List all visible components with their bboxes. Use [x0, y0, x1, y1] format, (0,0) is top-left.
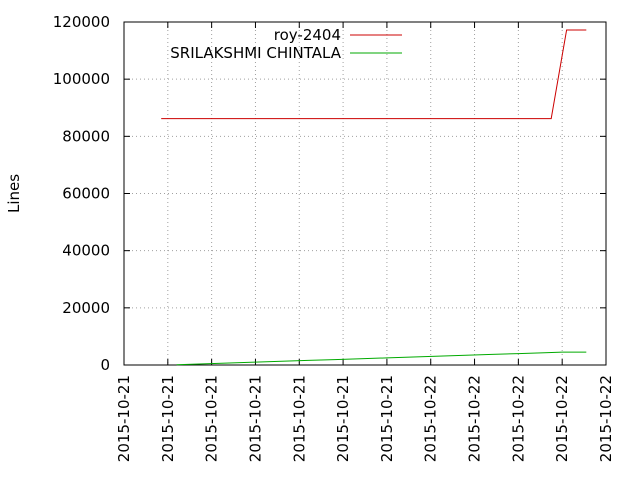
legend-label: SRILAKSHMI CHINTALA: [170, 44, 341, 62]
x-tick-label: 2015-10-21: [290, 375, 308, 462]
y-tick-label: 80000: [62, 127, 110, 145]
y-axis: 0 20000 40000 60000 80000 100000 120000: [53, 13, 606, 374]
y-tick-label: 0: [100, 356, 110, 374]
y-tick-label: 40000: [62, 242, 110, 260]
x-tick-label: 2015-10-21: [334, 375, 352, 462]
y-axis-label: Lines: [5, 174, 23, 213]
y-tick-label: 20000: [62, 299, 110, 317]
x-tick-label: 2015-10-22: [509, 375, 527, 462]
x-tick-label: 2015-10-21: [246, 375, 264, 462]
x-tick-label: 2015-10-21: [203, 375, 221, 462]
x-tick-label: 2015-10-22: [597, 375, 615, 462]
y-tick-label: 100000: [53, 70, 110, 88]
grid-lines: [124, 22, 606, 365]
series-line-1: [161, 29, 587, 120]
x-tick-label: 2015-10-22: [466, 375, 484, 462]
x-axis: 2015-10-21 2015-10-21 2015-10-21 2015-10-21…: [115, 22, 615, 462]
x-tick-label: 2015-10-22: [422, 375, 440, 462]
y-tick-label: 120000: [53, 13, 110, 31]
series-line-2: [176, 351, 587, 366]
x-tick-label: 2015-10-21: [115, 375, 133, 462]
series-group: [161, 29, 587, 366]
x-tick-label: 2015-10-22: [553, 375, 571, 462]
y-tick-label: 60000: [62, 185, 110, 203]
legend-label: roy-2404: [274, 26, 341, 44]
x-tick-label: 2015-10-21: [378, 375, 396, 462]
x-tick-label: 2015-10-21: [159, 375, 177, 462]
